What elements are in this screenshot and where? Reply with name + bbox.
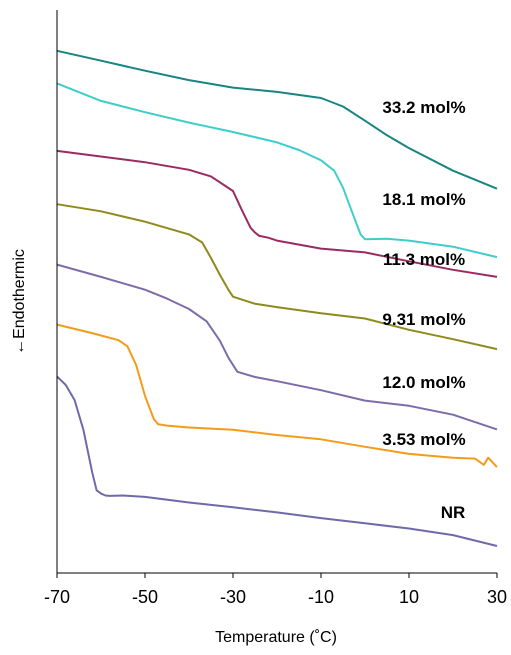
series-label-2: 11.3 mol% [383, 250, 465, 269]
series-label-6: NR [441, 503, 466, 522]
series-line-1 [56, 82, 498, 259]
series-line-6 [56, 375, 498, 547]
series-label-1: 18.1 mol% [382, 190, 465, 209]
series-line-2 [56, 149, 498, 278]
x-tick-label-1: -50 [132, 587, 158, 607]
series-label-0: 33.2 mol% [382, 98, 465, 117]
series-label-3: 9.31 mol% [382, 310, 465, 329]
series-label-5: 3.53 mol% [382, 430, 465, 449]
series-line-5 [56, 323, 498, 468]
x-axis-label: Temperature (˚C) [215, 629, 337, 646]
y-axis-label: ←Endothermic [11, 249, 28, 355]
series-line-4 [56, 263, 498, 431]
axes [56, 10, 497, 574]
x-ticks: -70 -50 -30 -10 10 30 [44, 573, 507, 607]
series-label-4: 12.0 mol% [382, 373, 465, 392]
x-tick-label-3: -10 [308, 587, 334, 607]
series-label-layer: 33.2 mol% 18.1 mol% 11.3 mol% 9.31 mol% 12.0… [382, 98, 465, 522]
series-line-0 [56, 49, 498, 190]
x-tick-label-4: 10 [399, 587, 419, 607]
x-tick-label-5: 30 [487, 587, 507, 607]
series-layer [56, 49, 498, 547]
series-line-3 [56, 203, 498, 351]
x-tick-label-0: -70 [44, 587, 70, 607]
x-tick-label-2: -30 [220, 587, 246, 607]
